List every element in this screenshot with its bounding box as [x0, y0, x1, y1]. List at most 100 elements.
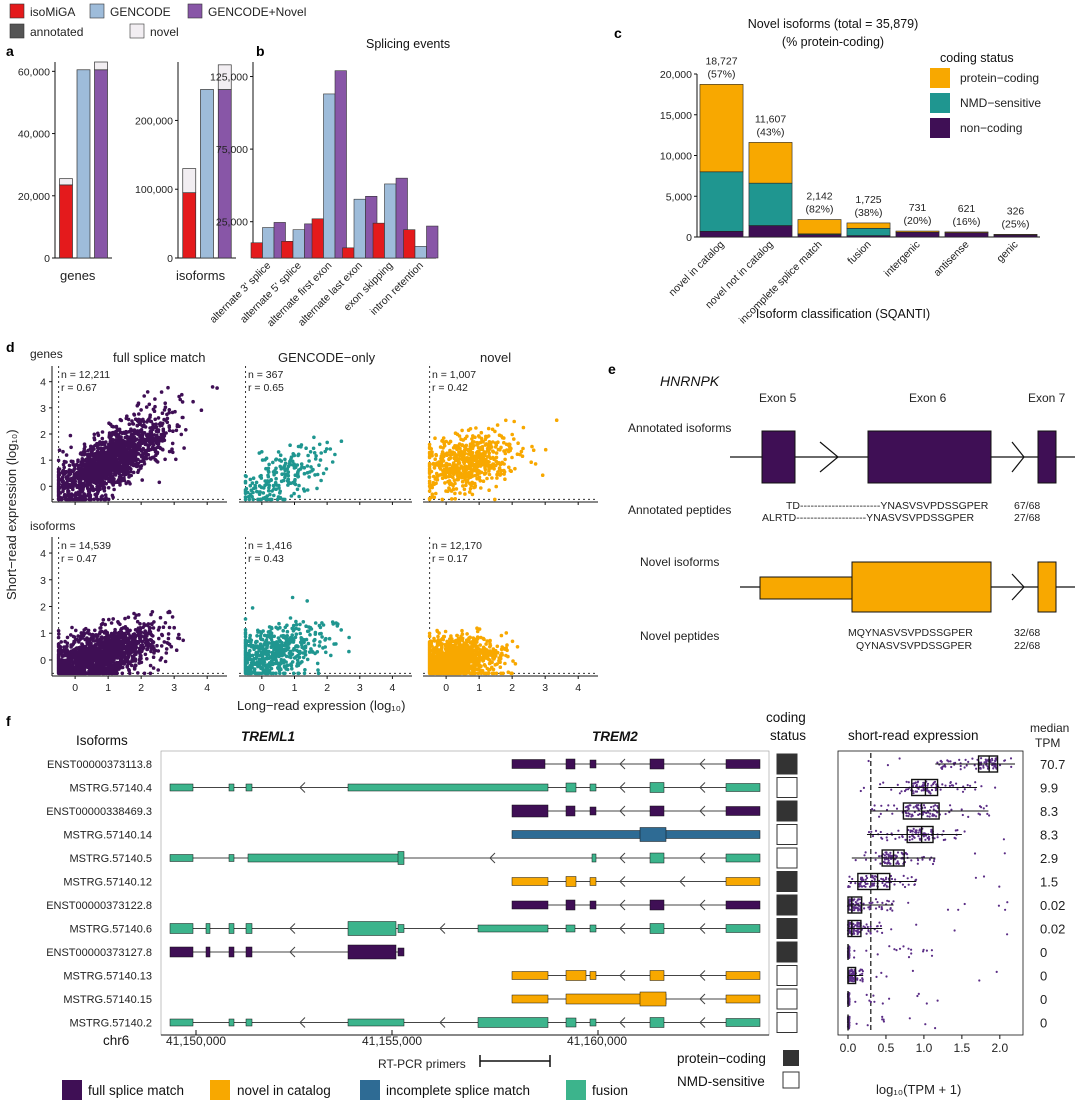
exon	[347, 1018, 405, 1027]
exon	[725, 806, 761, 816]
exon	[589, 971, 597, 980]
expr-frame	[837, 750, 1024, 1036]
legend-swatch-fsm	[62, 1080, 82, 1100]
bar-annotated	[217, 89, 232, 259]
panel-c-subtitle: (% protein-coding)	[782, 35, 884, 49]
exon	[477, 1017, 549, 1028]
exon	[169, 783, 194, 792]
x-tick-label: 3	[542, 682, 548, 694]
legend-swatch-annotated	[9, 23, 25, 39]
exon5-annotated	[761, 430, 796, 484]
bar-total-label: 326	[1007, 205, 1025, 217]
legend-swatch-gencode-novel	[187, 3, 203, 19]
panel-f-xlabel: log₁₀(TPM + 1)	[876, 1082, 961, 1097]
scatter-points	[427, 626, 520, 676]
legend-label-gencode-novel: GENCODE+Novel	[208, 5, 306, 19]
y-tick-label: 0	[167, 253, 173, 265]
median-tpm: 0	[1040, 945, 1047, 960]
exon	[565, 876, 577, 887]
panel-f-expr-header: short-read expression	[848, 728, 979, 743]
bar-annotated	[200, 89, 214, 259]
intron-arrow	[699, 899, 706, 911]
panel-a-chart: 0 20,000 40,000 60,000 0 100,000 200,000	[18, 61, 236, 265]
legend-swatch-noncoding	[930, 118, 950, 138]
exon	[245, 946, 253, 958]
y-tick-label: 5,000	[666, 191, 692, 203]
median-tpm: 9.9	[1040, 781, 1058, 796]
bar-isoMiGA	[250, 242, 263, 259]
panel-d-row-genes: genes	[30, 347, 63, 361]
y-tick-label: 200,000	[135, 115, 173, 127]
isoform-name: ENST00000373127.8	[46, 947, 152, 959]
panel-f-gene-trem2: TREM2	[592, 729, 638, 744]
exon	[589, 924, 597, 933]
bar-pct-label: (57%)	[707, 68, 735, 80]
median-tpm: 8.3	[1040, 828, 1058, 843]
bar-total-label: 11,607	[755, 113, 786, 125]
exon	[565, 1017, 577, 1028]
exon	[245, 783, 253, 792]
exon	[169, 946, 194, 958]
novel-exon7	[1037, 561, 1057, 613]
peptide-seq: ALRTD--------------------YNASVSVPDSSGPER	[762, 512, 975, 524]
panel-e-annotated-isoforms: Annotated isoforms	[628, 421, 731, 435]
expr-points	[846, 991, 939, 1006]
exon	[565, 970, 587, 981]
iqr-box	[906, 825, 934, 844]
y-tick-label: 3	[40, 575, 46, 587]
intron-arrow	[439, 1017, 446, 1028]
intron-arrow	[699, 852, 706, 864]
panel-c-legend-title: coding status	[940, 51, 1014, 65]
panel-e-novel-gene-model	[740, 561, 1075, 613]
stat-n: n = 1,416	[248, 540, 292, 552]
x-tick-label: 0	[259, 682, 265, 694]
peptide-count: 27/68	[1014, 512, 1040, 524]
panel-c-title: Novel isoforms (total = 35,879)	[748, 17, 919, 31]
legend-swatch-isomiga	[9, 3, 25, 19]
panel-f-gene-treml1: TREML1	[241, 729, 295, 744]
exon	[245, 923, 253, 934]
bar-GENCODE	[353, 198, 366, 259]
panel-a-xlabel-genes: genes	[60, 268, 96, 283]
exon	[725, 924, 761, 933]
bar-pct-label: (38%)	[854, 207, 882, 219]
y-tick-label: 3	[40, 403, 46, 415]
exon	[511, 830, 761, 839]
bar-GENCODE+Novel	[273, 222, 286, 259]
iqr-box	[977, 755, 999, 773]
panel-e-annotated-peptides: Annotated peptides	[628, 503, 731, 517]
bar-protein-coding	[993, 234, 1038, 236]
y-tick-label: 0	[686, 232, 692, 244]
intron-arrow	[619, 923, 626, 934]
iqr-box	[911, 778, 939, 797]
legend-swatch-nmd-box	[782, 1071, 800, 1089]
x-tick-label: 1.5	[954, 1041, 971, 1055]
stat-n: n = 12,211	[61, 369, 110, 381]
coding-status-box	[776, 894, 798, 916]
legend-swatch-gencode	[89, 3, 105, 19]
panel-e-gene: HNRNPK	[660, 373, 720, 389]
coding-status-box	[776, 777, 798, 798]
exon	[511, 994, 549, 1004]
panel-b-label: b	[256, 43, 265, 59]
exon	[228, 946, 235, 958]
panel-e-annotated-gene-model	[730, 430, 1075, 484]
bar-nmd	[699, 171, 744, 232]
isoform-name: MSTRG.57140.12	[63, 877, 152, 889]
stat-n: n = 12,170	[432, 540, 482, 552]
median-tpm: 0	[1040, 969, 1047, 984]
y-tick-label: 20,000	[660, 69, 692, 81]
exon	[725, 783, 761, 792]
x-tick-label: antisense	[931, 239, 971, 279]
intron-arrow	[699, 970, 706, 981]
y-tick-label: 100,000	[135, 184, 173, 196]
x-tick-label: 0	[72, 682, 78, 694]
bar-GENCODE+Novel	[395, 177, 408, 259]
y-tick-label: 0	[40, 481, 46, 493]
expr-points	[846, 1015, 937, 1030]
legend-label-isomiga: isoMiGA	[30, 5, 75, 19]
bar-novel	[59, 178, 73, 186]
exon	[649, 805, 665, 817]
x-tick-label: 1.0	[916, 1041, 933, 1055]
bar-isoMiGA	[311, 218, 324, 259]
